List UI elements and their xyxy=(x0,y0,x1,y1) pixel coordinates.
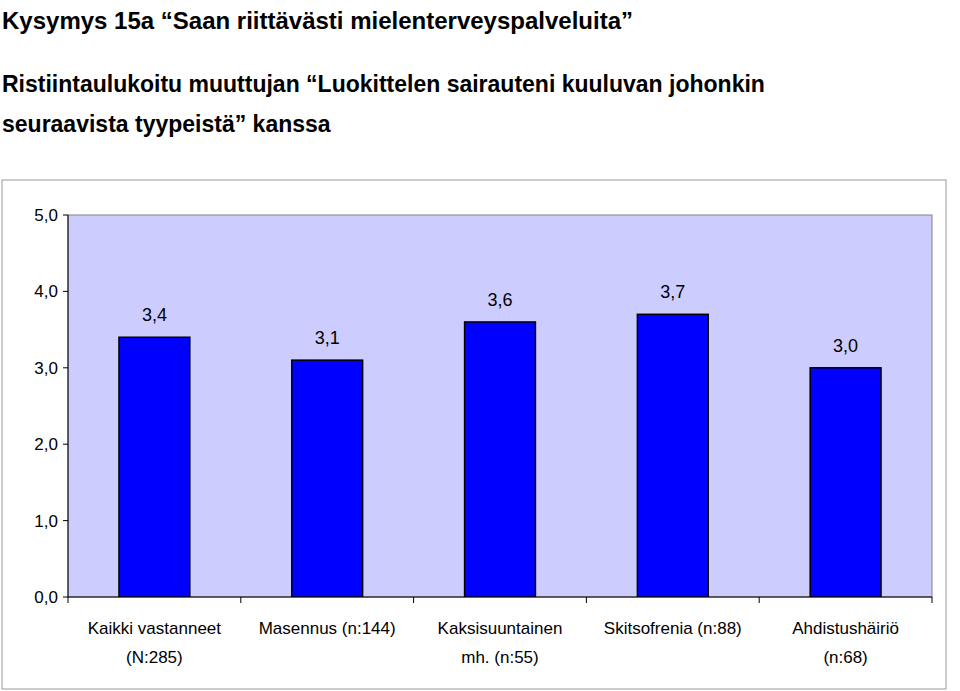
bar xyxy=(119,337,190,597)
y-tick-label: 2,0 xyxy=(34,435,58,454)
y-tick xyxy=(63,520,68,521)
plot-area xyxy=(68,215,932,597)
y-axis xyxy=(68,215,69,597)
x-tick-label: Skitsofrenia (n:88) xyxy=(604,619,742,638)
x-tick-label-line: mh. (n:55) xyxy=(461,648,538,667)
x-tick xyxy=(240,597,241,603)
bar xyxy=(810,368,881,597)
x-tick-label-line: (n:68) xyxy=(823,648,867,667)
y-tick xyxy=(63,367,68,368)
title: Kysymys 15a “Saan riittävästi mielenterv… xyxy=(2,7,633,34)
x-tick-label-line: Ahdistushäiriö xyxy=(792,619,899,638)
bar xyxy=(465,322,536,597)
x-tick xyxy=(586,597,587,603)
y-tick xyxy=(63,291,68,292)
subtitle: Ristiintaulukoitu muuttujan “Luokittelen… xyxy=(2,71,765,97)
chart-frame xyxy=(2,180,946,689)
chart: Kysymys 15a “Saan riittävästi mielenterv… xyxy=(0,0,960,691)
x-tick-label-line: Skitsofrenia (n:88) xyxy=(604,619,742,638)
y-tick-label: 0,0 xyxy=(34,588,58,607)
x-tick-label: Kaksisuuntainen mh. (n:55) xyxy=(438,619,563,667)
x-tick xyxy=(932,597,933,603)
y-tick-label: 5,0 xyxy=(34,206,58,225)
bars xyxy=(119,314,881,597)
x-tick-label-line: Kaikki vastanneet xyxy=(88,619,222,638)
subtitle: seuraavista tyypeistä” kanssa xyxy=(2,111,331,137)
x-tick-label: Ahdistushäiriö (n:68) xyxy=(792,619,899,667)
y-tick xyxy=(63,597,68,598)
x-tick-label-line: (N:285) xyxy=(126,648,183,667)
y-tick xyxy=(63,215,68,216)
data-label: 3,4 xyxy=(142,305,167,325)
data-label: 3,6 xyxy=(487,290,512,310)
data-label: 3,0 xyxy=(833,336,858,356)
x-tick-label: Masennus (n:144) xyxy=(259,619,396,638)
x-tick xyxy=(413,597,414,603)
data-label: 3,7 xyxy=(660,282,685,302)
x-tick xyxy=(68,597,69,603)
y-tick-label: 4,0 xyxy=(34,282,58,301)
data-label: 3,1 xyxy=(315,328,340,348)
y-tick xyxy=(63,444,68,445)
x-tick-label-line: Kaksisuuntainen xyxy=(438,619,563,638)
y-tick-label: 3,0 xyxy=(34,359,58,378)
x-tick xyxy=(759,597,760,603)
x-tick-label: Kaikki vastanneet (N:285) xyxy=(88,619,222,667)
x-tick-label-line: Masennus (n:144) xyxy=(259,619,396,638)
bar xyxy=(637,314,708,597)
y-tick-label: 1,0 xyxy=(34,512,58,531)
bar xyxy=(292,360,363,597)
